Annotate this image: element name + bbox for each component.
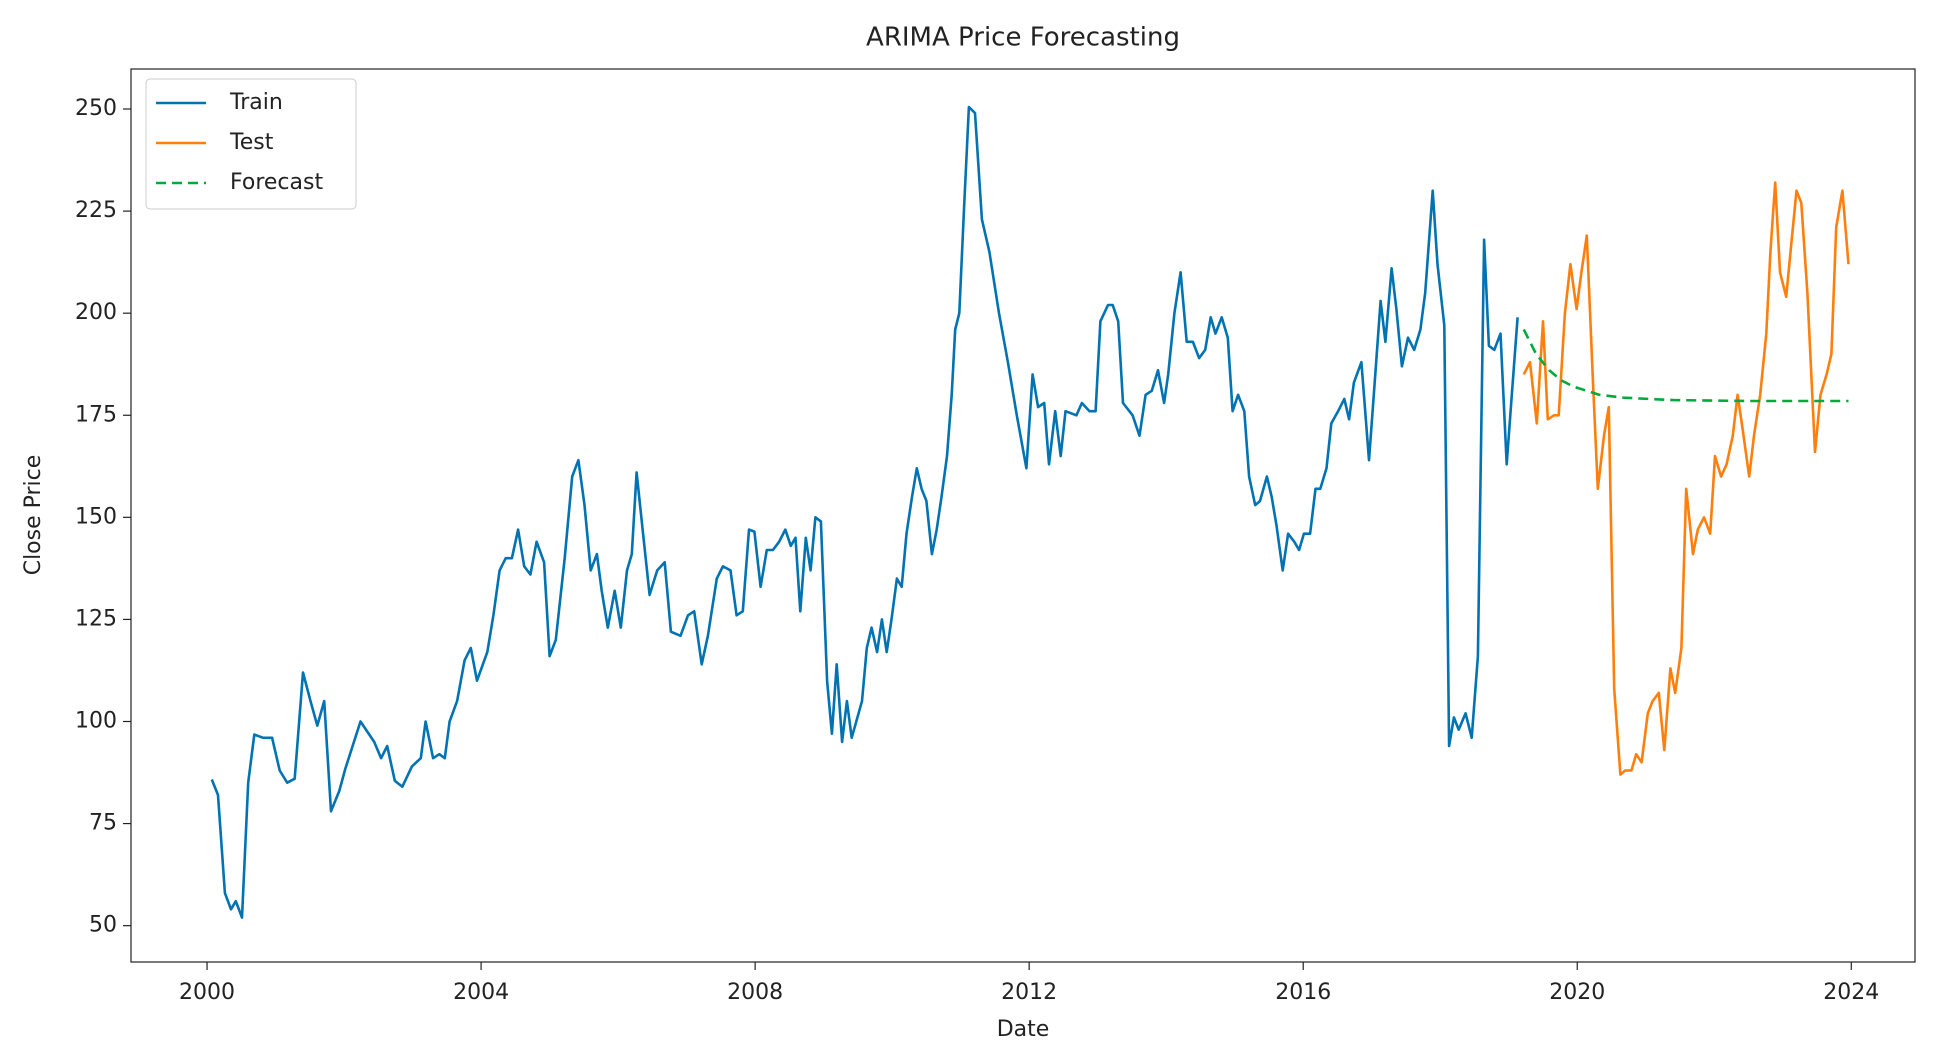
x-tick-label: 2004 [453,980,509,1005]
y-tick-label: 175 [75,402,117,427]
y-tick-label: 50 [89,913,117,938]
legend-box [145,78,357,210]
y-tick-label: 100 [75,708,117,733]
series-line [210,105,1519,919]
x-tick-label: 2020 [1549,980,1605,1005]
x-tick-label: 2000 [179,980,235,1005]
x-tick-label: 2012 [1001,980,1057,1005]
x-tick-label: 2016 [1275,980,1331,1005]
legend-label: Test [229,130,274,155]
axes-frame [130,68,1916,963]
x-tick-label: 2024 [1823,980,1879,1005]
y-tick-label: 200 [75,300,117,325]
y-tick-label: 250 [75,96,117,121]
legend-label: Train [229,90,283,115]
x-tick-label: 2008 [727,980,783,1005]
y-axis-label: Close Price [21,455,46,576]
y-tick-label: 125 [75,606,117,631]
y-tick-label: 75 [89,811,117,836]
y-tick-label: 225 [75,198,117,223]
y-tick-label: 150 [75,504,117,529]
series-line [1522,181,1850,776]
series-line [1522,328,1849,403]
x-axis-label: Date [997,1017,1050,1042]
chart-title: ARIMA Price Forecasting [866,23,1180,53]
legend-label: Forecast [230,170,323,195]
